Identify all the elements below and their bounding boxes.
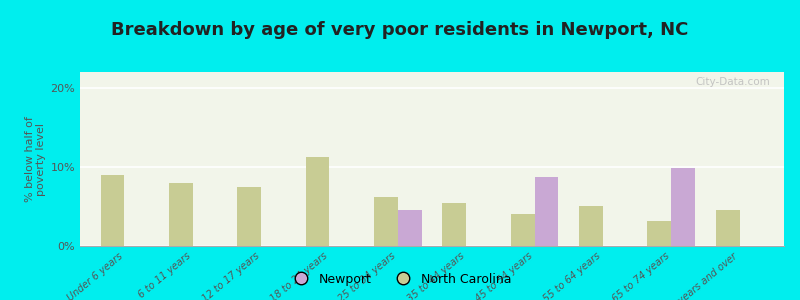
Y-axis label: % below half of
poverty level: % below half of poverty level	[25, 116, 46, 202]
Text: City-Data.com: City-Data.com	[695, 77, 770, 87]
Bar	[671, 169, 695, 246]
Bar	[169, 183, 193, 246]
Bar	[579, 206, 603, 246]
Bar	[647, 221, 671, 246]
Bar	[534, 177, 558, 246]
Bar	[101, 175, 125, 246]
Bar	[398, 210, 422, 246]
Text: Breakdown by age of very poor residents in Newport, NC: Breakdown by age of very poor residents …	[111, 21, 689, 39]
Bar	[374, 197, 398, 246]
Legend: Newport, North Carolina: Newport, North Carolina	[284, 268, 516, 291]
Bar	[716, 210, 739, 246]
Bar	[306, 158, 330, 246]
Bar	[442, 202, 466, 246]
Bar	[510, 214, 534, 246]
Bar	[238, 187, 261, 246]
